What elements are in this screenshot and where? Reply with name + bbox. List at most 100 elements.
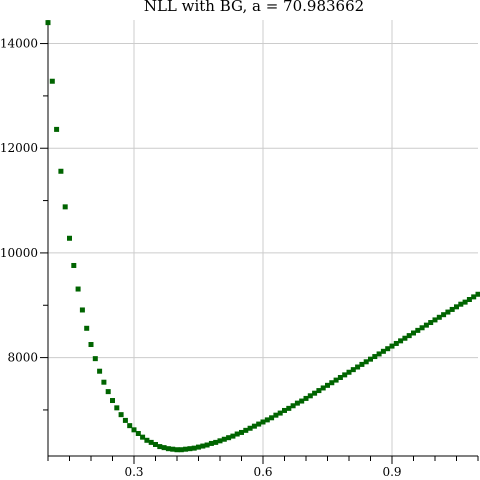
- data-point: [419, 325, 425, 331]
- data-point: [58, 168, 64, 174]
- data-point: [251, 423, 257, 429]
- data-point: [320, 385, 326, 391]
- data-point: [79, 307, 85, 313]
- data-point: [122, 417, 128, 423]
- data-points: [45, 20, 480, 453]
- data-point: [191, 445, 197, 451]
- data-point: [307, 393, 313, 399]
- data-point: [221, 436, 227, 442]
- data-point: [445, 309, 451, 315]
- data-point: [200, 443, 206, 449]
- data-point: [333, 377, 339, 383]
- data-point: [140, 434, 146, 440]
- data-point: [217, 438, 223, 444]
- data-point: [466, 297, 472, 303]
- data-point: [273, 412, 279, 418]
- data-point: [161, 445, 167, 451]
- data-point: [325, 382, 330, 388]
- data-point: [282, 407, 287, 413]
- data-point: [144, 437, 150, 443]
- x-tick-label: 0.9: [382, 465, 401, 479]
- data-point: [471, 294, 477, 300]
- data-point: [402, 335, 408, 341]
- ticks: 0.3 0.6 0.9 8000 10000 12000 14000: [0, 37, 479, 479]
- data-point: [54, 126, 60, 132]
- data-point: [260, 419, 266, 425]
- data-point: [264, 417, 270, 423]
- y-tick-label: 14000: [0, 37, 38, 51]
- data-point: [294, 400, 300, 406]
- data-point: [372, 354, 378, 360]
- data-point: [269, 415, 275, 421]
- data-point: [110, 398, 115, 404]
- data-point: [101, 379, 107, 385]
- data-point: [398, 338, 404, 344]
- data-point: [337, 374, 343, 380]
- grid: [48, 20, 478, 456]
- data-point: [389, 343, 395, 349]
- data-point: [346, 369, 352, 375]
- data-point: [342, 372, 348, 378]
- data-point: [153, 441, 158, 447]
- data-point: [350, 367, 356, 373]
- data-point: [196, 444, 201, 450]
- data-point: [67, 235, 72, 241]
- data-point: [393, 340, 399, 346]
- data-point: [49, 78, 55, 84]
- data-point: [247, 425, 253, 431]
- data-point: [75, 286, 81, 292]
- data-point: [303, 395, 309, 401]
- data-point: [183, 446, 189, 452]
- data-point: [359, 361, 365, 367]
- x-tick-label: 0.3: [124, 465, 143, 479]
- data-point: [92, 356, 98, 362]
- data-point: [458, 301, 464, 307]
- data-point: [436, 314, 442, 320]
- data-point: [174, 447, 180, 453]
- data-point: [380, 348, 386, 354]
- data-point: [208, 440, 214, 446]
- data-point: [462, 299, 468, 305]
- data-point: [411, 330, 416, 336]
- x-tick-label: 0.6: [253, 465, 272, 479]
- data-point: [71, 262, 77, 268]
- data-point: [170, 446, 176, 452]
- y-tick-label: 10000: [0, 246, 38, 260]
- data-point: [118, 412, 124, 418]
- data-point: [213, 439, 219, 445]
- data-point: [432, 317, 438, 323]
- data-point: [449, 306, 455, 312]
- data-point: [243, 427, 249, 433]
- data-point: [230, 433, 236, 439]
- data-point: [286, 405, 292, 411]
- data-point: [114, 405, 120, 411]
- y-tick-label: 12000: [0, 141, 38, 155]
- chart-title: NLL with BG, a = 70.983662: [144, 0, 364, 15]
- data-point: [234, 431, 240, 437]
- data-point: [428, 320, 434, 326]
- data-point: [277, 410, 283, 416]
- data-point: [135, 430, 141, 436]
- data-point: [355, 364, 361, 370]
- data-point: [363, 359, 369, 365]
- data-point: [105, 389, 111, 395]
- data-point: [84, 325, 90, 331]
- data-point: [45, 20, 51, 26]
- data-point: [97, 368, 103, 374]
- data-point: [406, 333, 412, 339]
- data-point: [127, 423, 133, 429]
- data-point: [178, 447, 184, 453]
- data-point: [157, 444, 163, 450]
- data-point: [316, 388, 322, 394]
- y-tick-label: 8000: [7, 351, 38, 365]
- data-point: [239, 429, 244, 435]
- data-point: [226, 435, 232, 441]
- data-point: [88, 342, 94, 348]
- data-point: [454, 304, 459, 310]
- data-point: [204, 442, 210, 448]
- data-point: [475, 291, 480, 297]
- data-point: [256, 421, 262, 427]
- data-point: [441, 312, 447, 318]
- data-point: [368, 356, 373, 362]
